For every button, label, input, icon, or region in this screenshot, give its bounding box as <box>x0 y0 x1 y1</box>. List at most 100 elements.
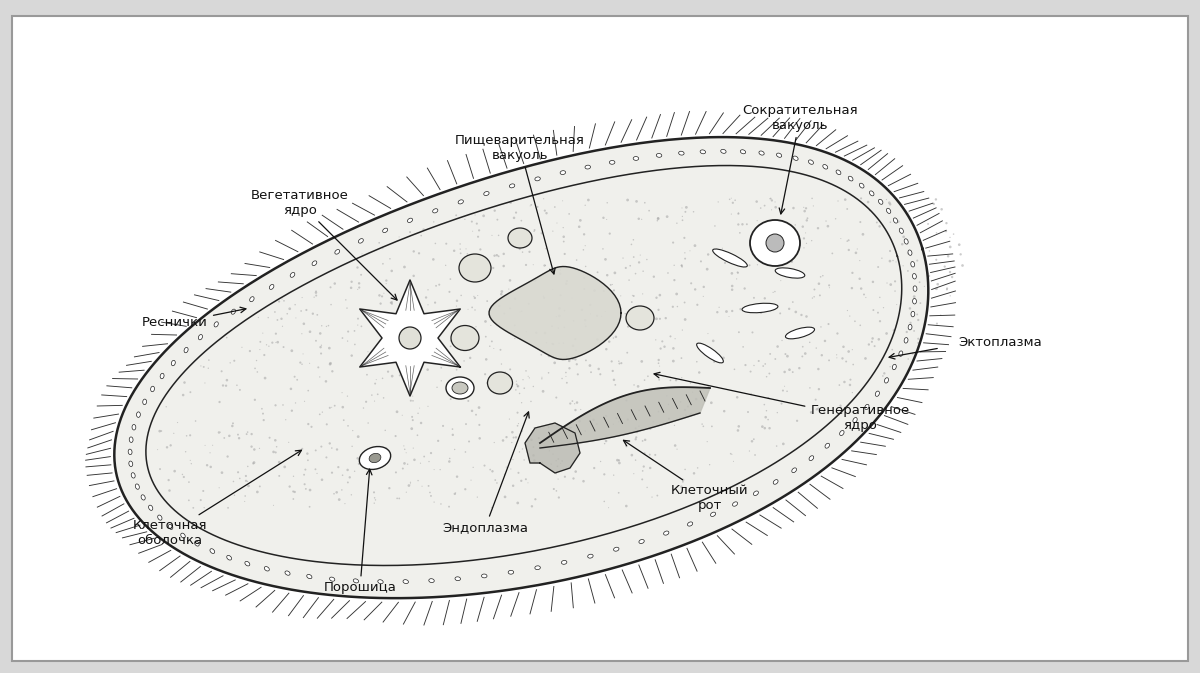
Ellipse shape <box>533 454 535 456</box>
Ellipse shape <box>500 290 503 293</box>
Ellipse shape <box>347 308 348 309</box>
Ellipse shape <box>541 390 545 393</box>
Ellipse shape <box>442 425 444 427</box>
Ellipse shape <box>166 446 168 448</box>
Ellipse shape <box>684 258 686 260</box>
Ellipse shape <box>768 373 770 374</box>
Ellipse shape <box>664 531 668 535</box>
Ellipse shape <box>396 411 398 413</box>
Ellipse shape <box>775 259 778 261</box>
Ellipse shape <box>899 228 904 234</box>
Ellipse shape <box>460 243 461 245</box>
Ellipse shape <box>860 197 862 199</box>
Ellipse shape <box>473 256 474 258</box>
Ellipse shape <box>403 266 406 269</box>
Ellipse shape <box>792 371 793 373</box>
Ellipse shape <box>433 221 434 223</box>
Ellipse shape <box>764 416 767 419</box>
Ellipse shape <box>625 400 628 402</box>
Ellipse shape <box>774 291 775 292</box>
Ellipse shape <box>641 360 643 363</box>
Ellipse shape <box>380 295 383 297</box>
Ellipse shape <box>872 309 875 311</box>
Ellipse shape <box>545 212 547 215</box>
Ellipse shape <box>380 322 383 324</box>
Ellipse shape <box>455 577 461 581</box>
Ellipse shape <box>317 473 318 474</box>
Ellipse shape <box>295 402 296 404</box>
Ellipse shape <box>817 368 820 370</box>
Ellipse shape <box>427 289 428 291</box>
Ellipse shape <box>384 464 386 466</box>
Ellipse shape <box>724 262 726 264</box>
Ellipse shape <box>754 454 756 456</box>
Ellipse shape <box>157 515 162 520</box>
Ellipse shape <box>504 371 505 373</box>
Ellipse shape <box>763 404 766 405</box>
Ellipse shape <box>911 312 914 317</box>
Ellipse shape <box>709 464 710 465</box>
Ellipse shape <box>406 491 407 493</box>
Ellipse shape <box>642 440 643 441</box>
Ellipse shape <box>685 206 688 209</box>
Ellipse shape <box>644 202 646 204</box>
Ellipse shape <box>686 405 689 408</box>
Ellipse shape <box>413 339 415 340</box>
Ellipse shape <box>412 337 414 339</box>
Ellipse shape <box>626 306 654 330</box>
Ellipse shape <box>770 251 773 253</box>
Ellipse shape <box>524 479 527 481</box>
Ellipse shape <box>308 489 312 491</box>
Ellipse shape <box>737 272 739 274</box>
Ellipse shape <box>558 327 559 329</box>
Ellipse shape <box>421 307 422 308</box>
Ellipse shape <box>647 487 648 488</box>
Ellipse shape <box>434 302 436 304</box>
Ellipse shape <box>418 252 420 254</box>
Ellipse shape <box>685 415 686 416</box>
Ellipse shape <box>395 435 397 437</box>
Ellipse shape <box>247 431 248 433</box>
Ellipse shape <box>949 237 950 238</box>
Ellipse shape <box>569 402 571 404</box>
Ellipse shape <box>305 309 307 311</box>
Ellipse shape <box>635 436 637 438</box>
Ellipse shape <box>412 419 414 421</box>
Ellipse shape <box>826 220 827 221</box>
Ellipse shape <box>584 266 587 267</box>
Ellipse shape <box>590 313 592 314</box>
Ellipse shape <box>814 296 815 297</box>
Ellipse shape <box>475 326 476 327</box>
Ellipse shape <box>780 259 782 261</box>
Ellipse shape <box>504 474 505 475</box>
Ellipse shape <box>464 219 466 220</box>
Ellipse shape <box>626 419 629 421</box>
Ellipse shape <box>817 407 820 410</box>
Ellipse shape <box>632 295 635 297</box>
Ellipse shape <box>250 297 254 302</box>
Ellipse shape <box>761 233 762 234</box>
Ellipse shape <box>650 318 652 320</box>
Ellipse shape <box>721 149 726 153</box>
Ellipse shape <box>612 369 614 372</box>
Ellipse shape <box>928 273 929 275</box>
Ellipse shape <box>781 340 782 341</box>
Ellipse shape <box>655 318 658 320</box>
Ellipse shape <box>347 341 348 342</box>
Ellipse shape <box>773 292 774 293</box>
Ellipse shape <box>958 244 960 246</box>
Ellipse shape <box>605 415 607 417</box>
Ellipse shape <box>184 347 188 353</box>
Ellipse shape <box>682 219 683 221</box>
Ellipse shape <box>552 231 553 232</box>
Ellipse shape <box>575 409 577 411</box>
Ellipse shape <box>865 404 869 410</box>
Ellipse shape <box>625 445 628 448</box>
Ellipse shape <box>492 267 494 269</box>
Text: Клеточная
оболочка: Клеточная оболочка <box>133 450 301 547</box>
Ellipse shape <box>319 332 322 334</box>
Ellipse shape <box>940 314 942 316</box>
Ellipse shape <box>530 400 532 402</box>
Ellipse shape <box>418 341 420 343</box>
Ellipse shape <box>674 338 676 339</box>
